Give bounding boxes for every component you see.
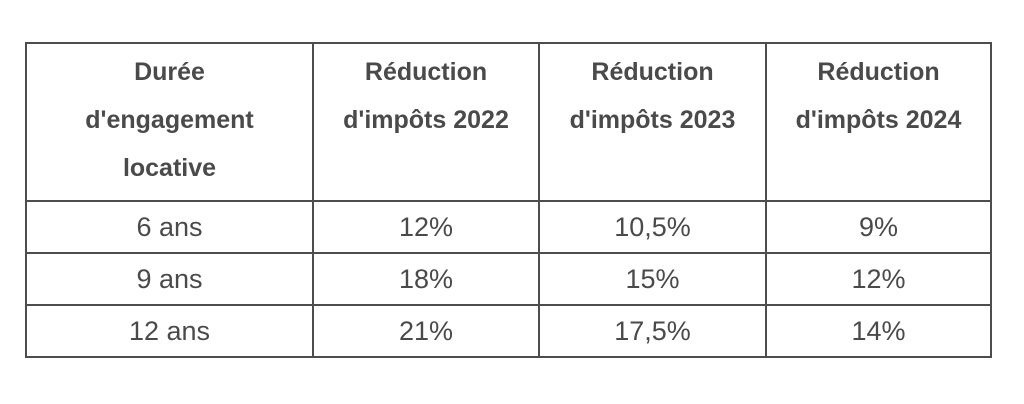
table-row: 6 ans 12% 10,5% 9% [25,200,992,254]
cell-duration: 9 ans [25,252,314,306]
column-header-reduction-2024: Réduction d'impôts 2024 [765,42,992,202]
cell-reduction-2022: 18% [312,252,540,306]
cell-reduction-2024: 12% [765,252,992,306]
column-header-duration: Durée d'engagement locative [25,42,314,202]
table-row: 9 ans 18% 15% 12% [25,252,992,306]
cell-reduction-2022: 21% [312,304,540,358]
table-row: 12 ans 21% 17,5% 14% [25,304,992,358]
column-header-reduction-2022: Réduction d'impôts 2022 [312,42,540,202]
tax-reduction-table-container: Durée d'engagement locative Réduction d'… [25,42,992,358]
cell-duration: 12 ans [25,304,314,358]
cell-reduction-2024: 9% [765,200,992,254]
cell-reduction-2023: 17,5% [538,304,767,358]
tax-reduction-table: Durée d'engagement locative Réduction d'… [25,42,992,358]
cell-duration: 6 ans [25,200,314,254]
cell-reduction-2022: 12% [312,200,540,254]
column-header-reduction-2023: Réduction d'impôts 2023 [538,42,767,202]
cell-reduction-2024: 14% [765,304,992,358]
header-row: Durée d'engagement locative Réduction d'… [25,42,992,202]
cell-reduction-2023: 15% [538,252,767,306]
cell-reduction-2023: 10,5% [538,200,767,254]
